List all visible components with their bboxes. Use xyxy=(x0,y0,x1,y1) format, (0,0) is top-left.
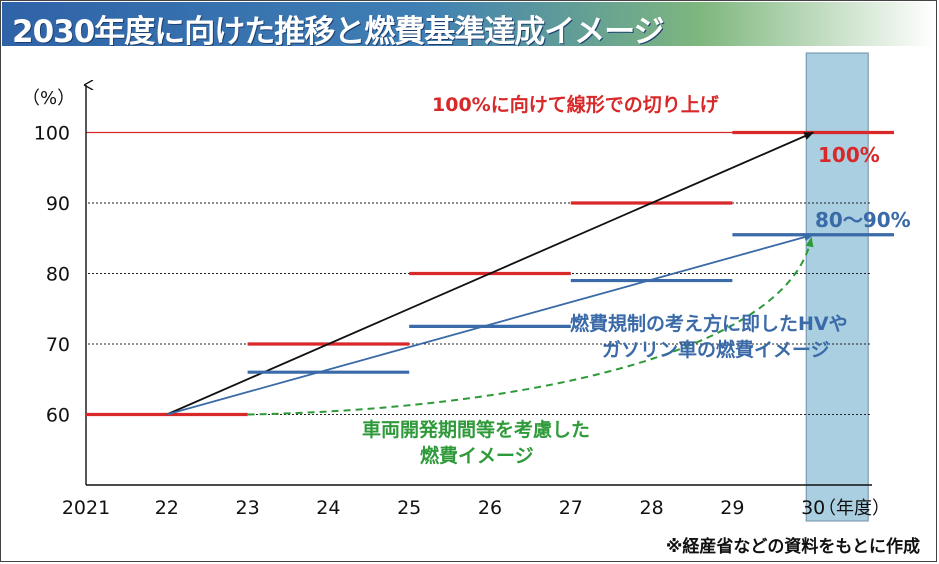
y-tick-label-90: 90 xyxy=(46,193,70,215)
x-axis-label: （年度） xyxy=(818,498,890,519)
x-tick-label-30: 30 xyxy=(801,497,825,519)
y-tick-label-60: 60 xyxy=(46,405,70,427)
y-axis-label: （%） xyxy=(22,88,75,109)
black-linear-arrow xyxy=(166,131,815,416)
y-tick-label-70: 70 xyxy=(46,334,70,356)
chart-title: 2030年度に向けた推移と燃費基準達成イメージ xyxy=(12,14,665,50)
x-tick-label-26: 26 xyxy=(478,497,502,519)
x-tick-label-24: 24 xyxy=(316,497,340,519)
annotation-red-note: 100%に向けて線形での切り上げ xyxy=(432,93,720,116)
annotation-green-note-2: 燃費イメージ xyxy=(420,444,534,467)
x-tick-label-28: 28 xyxy=(640,497,664,519)
x-tick-label-2021: 2021 xyxy=(62,497,110,519)
x-tick-label-23: 23 xyxy=(236,497,260,519)
y-tick-label-80: 80 xyxy=(46,264,70,286)
annotation-blue-value: 80〜90% xyxy=(815,208,911,232)
x-tick-label-29: 29 xyxy=(720,497,744,519)
highlight-column-2030 xyxy=(805,52,869,522)
blue-linear-arrow xyxy=(166,233,815,416)
annotation-blue-note-2: ガソリン車の燃費イメージ xyxy=(602,338,830,361)
x-tick-label-25: 25 xyxy=(397,497,421,519)
y-tick-label-100: 100 xyxy=(34,123,70,145)
title-bar: 2030年度に向けた推移と燃費基準達成イメージ xyxy=(2,2,935,50)
annotation-red-value: 100% xyxy=(818,143,880,167)
annotation-green-note-1: 車両開発期間等を考慮した xyxy=(362,418,590,441)
x-tick-label-22: 22 xyxy=(155,497,179,519)
annotation-blue-note-1: 燃費規制の考え方に即したHVや xyxy=(570,312,848,335)
source-note: ※経産省などの資料をもとに作成 xyxy=(666,536,920,557)
x-tick-label-27: 27 xyxy=(559,497,583,519)
green-dashed-curve xyxy=(247,236,814,416)
